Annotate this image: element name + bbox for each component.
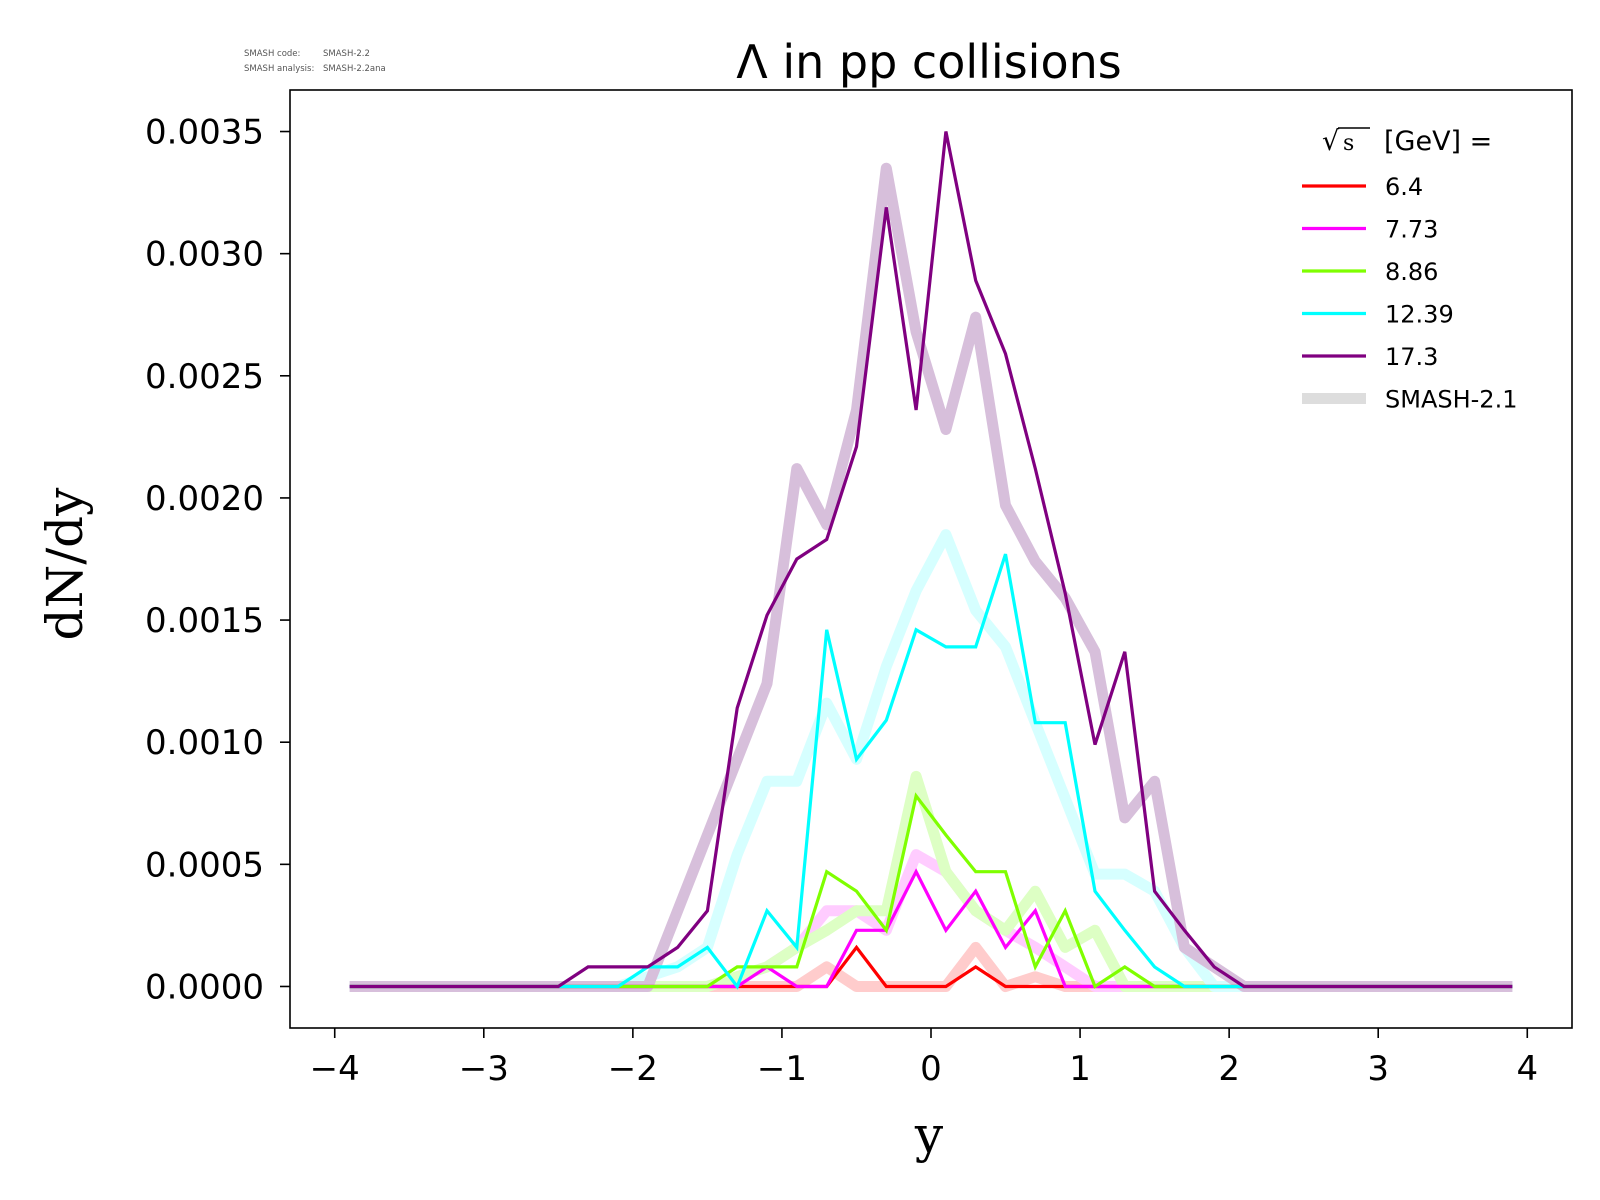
reference-line-7-73	[349, 849, 1513, 992]
legend-items: 6.4 7.73 8.86 12.39 17.3 SMASH-2.1	[1302, 173, 1517, 414]
x-tick-label: 2	[1218, 1049, 1240, 1089]
series-curves	[349, 131, 1513, 990]
meta-analysis-label: SMASH analysis:	[244, 64, 314, 74]
x-tick-label: −2	[608, 1049, 658, 1089]
series-line-17-3	[349, 131, 1513, 989]
reference-line-6-4	[349, 941, 1513, 992]
y-tick-label: 0.0010	[145, 723, 264, 763]
series-line-7-73	[349, 868, 1513, 989]
legend-label: 12.39	[1385, 301, 1454, 329]
legend-label: 6.4	[1385, 173, 1423, 201]
y-tick-label: 0.0020	[145, 479, 264, 519]
meta-analysis-value: SMASH-2.2ana	[323, 64, 386, 74]
x-tick-label: −4	[310, 1049, 360, 1089]
legend-title-s: s	[1343, 131, 1354, 156]
legend-label: 17.3	[1385, 343, 1438, 371]
meta-code-label: SMASH code:	[244, 49, 300, 59]
series-line-12-39	[349, 553, 1513, 990]
x-tick-label: −3	[459, 1049, 509, 1089]
y-tick-label: 0.0025	[145, 357, 264, 397]
reference-line-8-86	[349, 770, 1513, 992]
legend-label: SMASH-2.1	[1385, 386, 1517, 414]
x-axis: −4 −3 −2 −1 0 1 2 3 4	[310, 1028, 1538, 1089]
chart-title: Λ in pp collisions	[736, 35, 1121, 89]
y-tick-label: 0.0035	[145, 113, 264, 153]
legend: √ s [GeV] = 6.4 7.73 8.86 12.39 17.3 SMASH-2.…	[1302, 126, 1517, 414]
reference-line-12-39	[349, 529, 1513, 992]
y-tick-label: 0.0000	[145, 967, 264, 1007]
y-tick-label: 0.0030	[145, 235, 264, 275]
y-axis: 0.0000 0.0005 0.0010 0.0015 0.0020 0.0025 0.00…	[145, 113, 290, 1007]
reference-curves	[349, 162, 1513, 992]
x-tick-label: 4	[1516, 1049, 1538, 1089]
series-line-6-4	[349, 944, 1513, 989]
x-tick-label: 1	[1069, 1049, 1091, 1089]
legend-title-suffix: [GeV] =	[1384, 126, 1492, 157]
legend-label: 8.86	[1385, 258, 1438, 286]
y-tick-label: 0.0005	[145, 845, 264, 885]
meta-code-value: SMASH-2.2	[323, 49, 370, 59]
x-tick-label: 0	[920, 1049, 942, 1089]
x-tick-label: 3	[1367, 1049, 1389, 1089]
y-tick-label: 0.0015	[145, 601, 264, 641]
x-tick-label: −1	[757, 1049, 807, 1089]
legend-title-sqrt: √	[1322, 126, 1340, 157]
y-axis-label: dN/dy	[36, 487, 94, 641]
legend-label: 7.73	[1385, 216, 1438, 244]
x-axis-label: y	[914, 1106, 944, 1164]
